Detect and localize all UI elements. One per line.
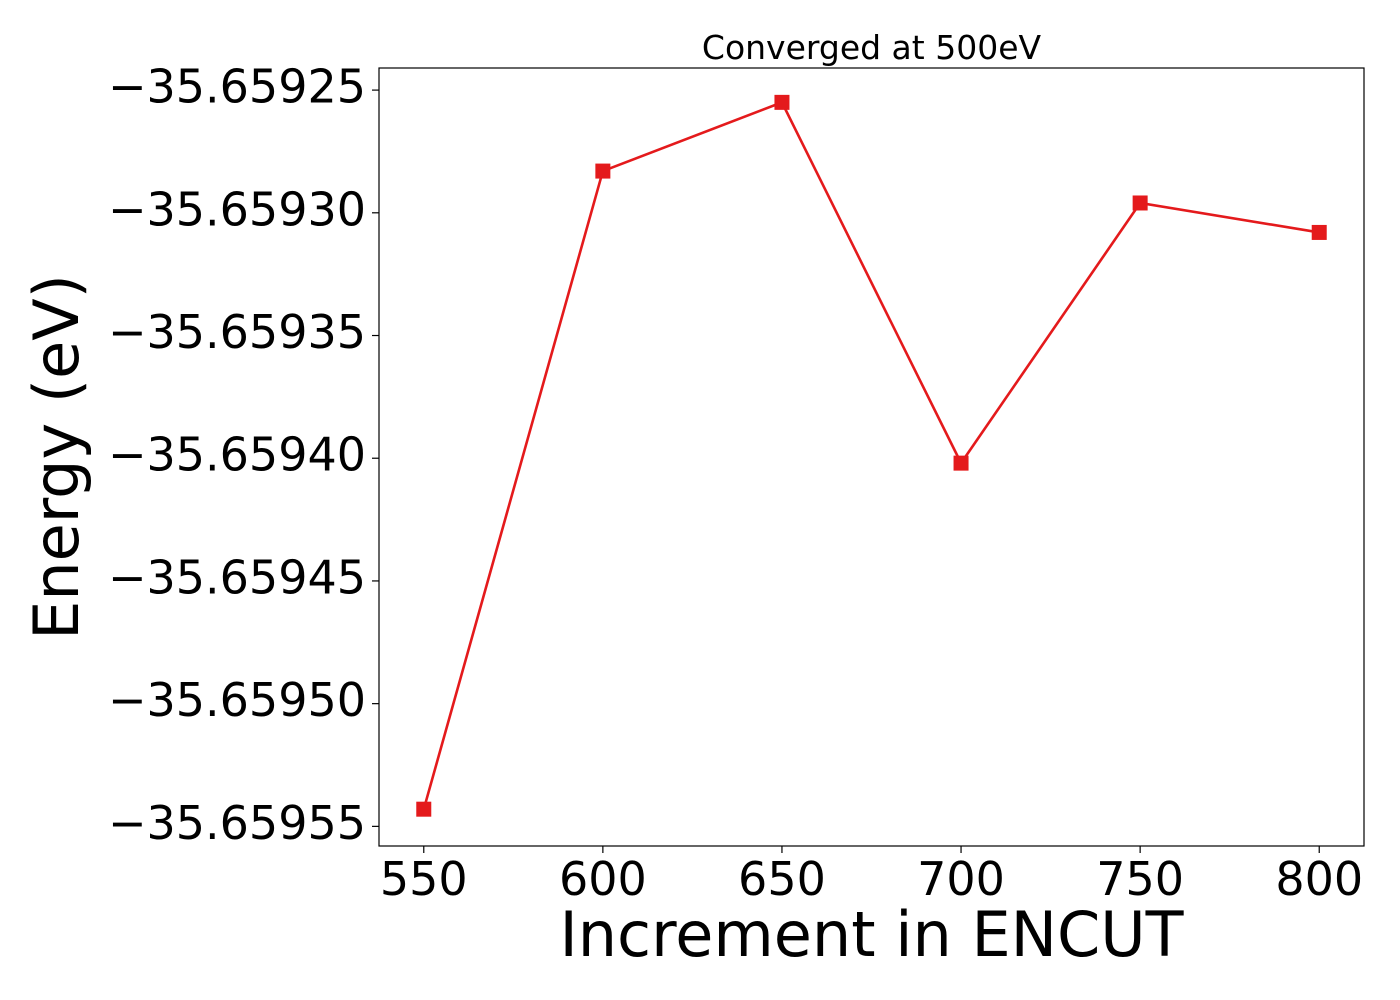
data-point-marker: [953, 455, 969, 471]
x-tick-label: 750: [1096, 852, 1184, 906]
x-tick-label: 600: [559, 852, 647, 906]
x-axis-ticks: 550 600 650 700 750 800: [380, 846, 1363, 906]
series-line: [422, 101, 1320, 810]
y-tick-label: −35.65950: [108, 673, 366, 727]
data-point-marker: [595, 163, 611, 179]
y-axis-title: Energy (eV): [20, 274, 93, 640]
plot-area-frame: [378, 67, 1365, 847]
y-tick-label: −35.65925: [108, 60, 366, 114]
y-tick-label: −35.65935: [108, 305, 366, 359]
data-point-marker: [1311, 224, 1327, 240]
y-tick-label: −35.65955: [108, 796, 366, 850]
x-tick-label: 800: [1275, 852, 1363, 906]
data-point-marker: [774, 94, 790, 110]
y-tick-label: −35.65930: [108, 182, 366, 236]
data-point-marker: [1132, 195, 1148, 211]
chart-title: Converged at 500eV: [702, 28, 1042, 67]
y-tick-label: −35.65945: [108, 550, 366, 604]
y-tick-label: −35.65940: [108, 428, 366, 482]
series-layer: [416, 94, 1327, 817]
x-axis-title: Increment in ENCUT: [559, 898, 1184, 971]
x-tick-label: 650: [738, 852, 826, 906]
data-point-marker: [416, 801, 432, 817]
y-axis-ticks: −35.65925 −35.65930 −35.65935 −35.65940 −35.…: [108, 60, 379, 850]
x-tick-label: 550: [380, 852, 468, 906]
x-tick-label: 700: [917, 852, 1005, 906]
